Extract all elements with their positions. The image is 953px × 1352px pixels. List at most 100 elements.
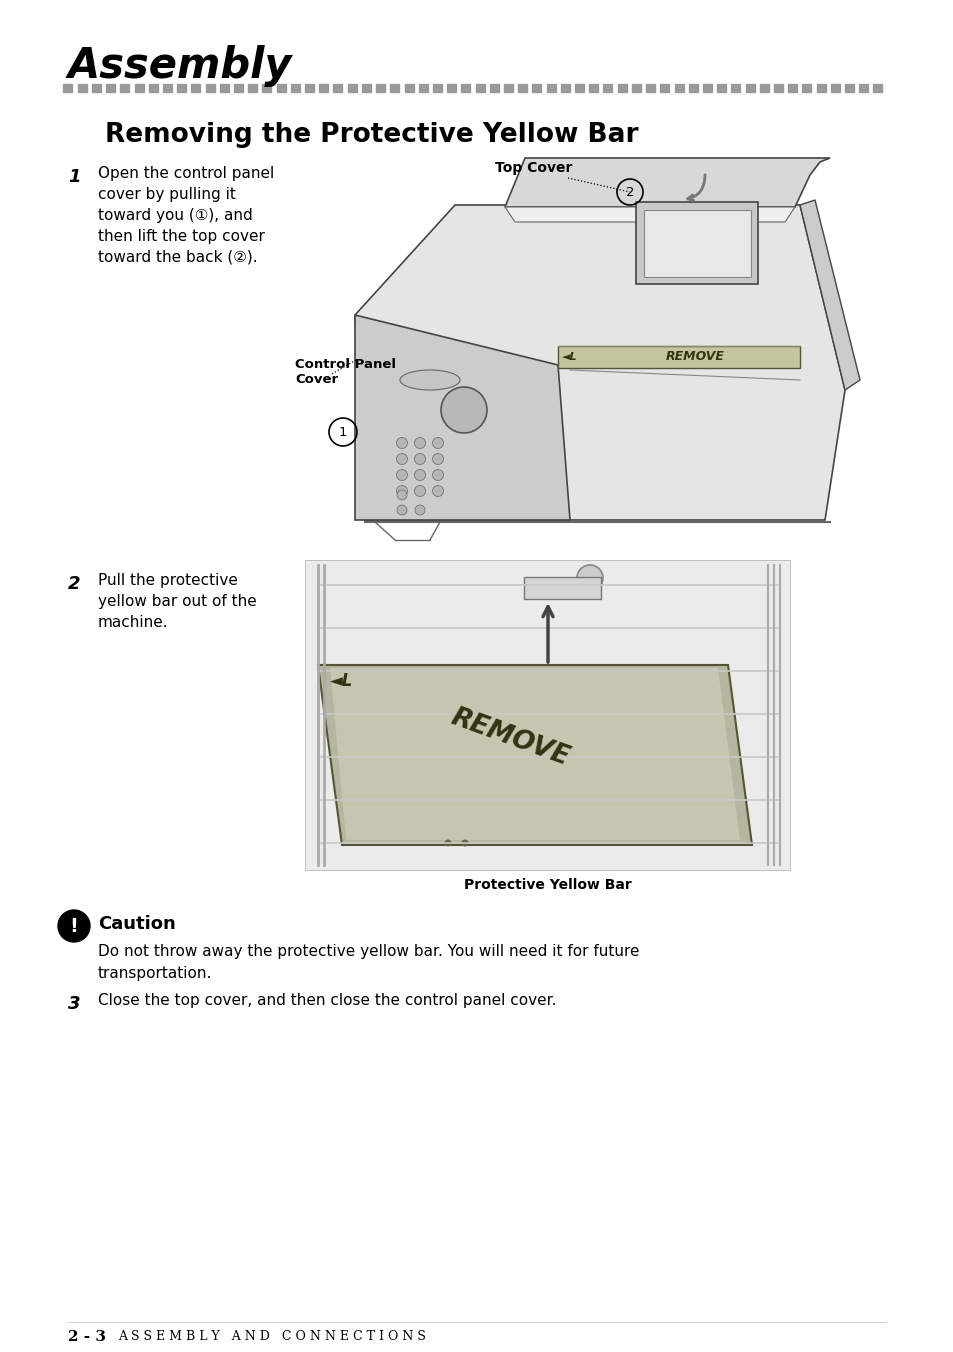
Bar xyxy=(787,84,797,92)
Text: yellow bar out of the: yellow bar out of the xyxy=(98,594,256,608)
Bar xyxy=(447,84,456,92)
Text: toward the back (②).: toward the back (②). xyxy=(98,250,257,265)
Bar xyxy=(702,84,711,92)
Text: ◄L: ◄L xyxy=(330,672,353,690)
Bar xyxy=(645,84,655,92)
Text: 1: 1 xyxy=(68,168,80,187)
Bar xyxy=(192,84,200,92)
Bar xyxy=(361,84,371,92)
Bar xyxy=(262,84,272,92)
Bar xyxy=(334,84,342,92)
Bar xyxy=(418,84,427,92)
Bar xyxy=(503,84,513,92)
Text: toward you (①), and: toward you (①), and xyxy=(98,208,253,223)
Text: transportation.: transportation. xyxy=(98,965,213,982)
Bar xyxy=(219,84,229,92)
Bar xyxy=(560,84,569,92)
Bar xyxy=(390,84,399,92)
Text: 2 - 3: 2 - 3 xyxy=(68,1330,106,1344)
Circle shape xyxy=(58,910,90,942)
Bar xyxy=(77,84,87,92)
Text: Removing the Protective Yellow Bar: Removing the Protective Yellow Bar xyxy=(105,122,638,147)
Circle shape xyxy=(415,506,424,515)
Circle shape xyxy=(432,469,443,480)
Bar xyxy=(773,84,782,92)
Circle shape xyxy=(432,438,443,449)
Bar xyxy=(759,84,768,92)
Bar xyxy=(603,84,612,92)
Bar xyxy=(546,84,555,92)
Bar xyxy=(476,84,484,92)
Text: ◄L: ◄L xyxy=(561,352,577,362)
Text: REMOVE: REMOVE xyxy=(665,350,723,364)
Circle shape xyxy=(414,469,425,480)
Circle shape xyxy=(432,485,443,496)
Circle shape xyxy=(461,840,468,846)
Polygon shape xyxy=(330,668,740,840)
Circle shape xyxy=(577,565,602,591)
Text: Pull the protective: Pull the protective xyxy=(98,573,237,588)
Polygon shape xyxy=(558,346,800,368)
Circle shape xyxy=(432,453,443,465)
Circle shape xyxy=(396,453,407,465)
Circle shape xyxy=(396,489,407,500)
Bar xyxy=(717,84,725,92)
Bar xyxy=(859,84,867,92)
Bar xyxy=(375,84,385,92)
Bar xyxy=(517,84,527,92)
Bar xyxy=(106,84,115,92)
Polygon shape xyxy=(504,207,794,222)
Bar xyxy=(575,84,583,92)
Bar xyxy=(631,84,640,92)
Bar xyxy=(801,84,811,92)
Polygon shape xyxy=(355,206,844,521)
Bar xyxy=(617,84,626,92)
FancyBboxPatch shape xyxy=(523,577,600,599)
FancyBboxPatch shape xyxy=(636,201,758,284)
Text: Top Cover: Top Cover xyxy=(495,161,572,174)
Circle shape xyxy=(414,485,425,496)
Bar xyxy=(873,84,882,92)
Polygon shape xyxy=(317,665,751,845)
Bar xyxy=(163,84,172,92)
Circle shape xyxy=(396,469,407,480)
Bar xyxy=(91,84,101,92)
Circle shape xyxy=(396,438,407,449)
Bar xyxy=(233,84,243,92)
Text: Assembly: Assembly xyxy=(68,45,293,87)
Polygon shape xyxy=(305,560,789,869)
Bar xyxy=(830,84,839,92)
Bar xyxy=(134,84,143,92)
Bar xyxy=(149,84,157,92)
Polygon shape xyxy=(355,315,569,521)
Text: cover by pulling it: cover by pulling it xyxy=(98,187,235,201)
Bar xyxy=(589,84,598,92)
Text: A S S E M B L Y   A N D   C O N N E C T I O N S: A S S E M B L Y A N D C O N N E C T I O … xyxy=(118,1330,425,1343)
Bar xyxy=(248,84,257,92)
Text: REMOVE: REMOVE xyxy=(447,704,572,772)
Circle shape xyxy=(414,438,425,449)
Bar xyxy=(177,84,186,92)
Bar xyxy=(319,84,328,92)
Bar xyxy=(489,84,498,92)
Text: !: ! xyxy=(70,917,78,936)
Bar xyxy=(659,84,669,92)
Bar xyxy=(291,84,299,92)
Text: 2: 2 xyxy=(68,575,80,594)
Text: Open the control panel: Open the control panel xyxy=(98,166,274,181)
Bar xyxy=(404,84,413,92)
Bar xyxy=(844,84,853,92)
Bar xyxy=(816,84,824,92)
Bar xyxy=(433,84,441,92)
Text: then lift the top cover: then lift the top cover xyxy=(98,228,265,243)
Bar xyxy=(120,84,130,92)
Bar xyxy=(674,84,683,92)
Polygon shape xyxy=(504,158,829,207)
Bar xyxy=(305,84,314,92)
Circle shape xyxy=(396,506,407,515)
Circle shape xyxy=(444,840,451,846)
FancyBboxPatch shape xyxy=(643,210,750,277)
Bar xyxy=(64,84,72,92)
Text: 3: 3 xyxy=(68,995,80,1013)
Bar xyxy=(532,84,541,92)
